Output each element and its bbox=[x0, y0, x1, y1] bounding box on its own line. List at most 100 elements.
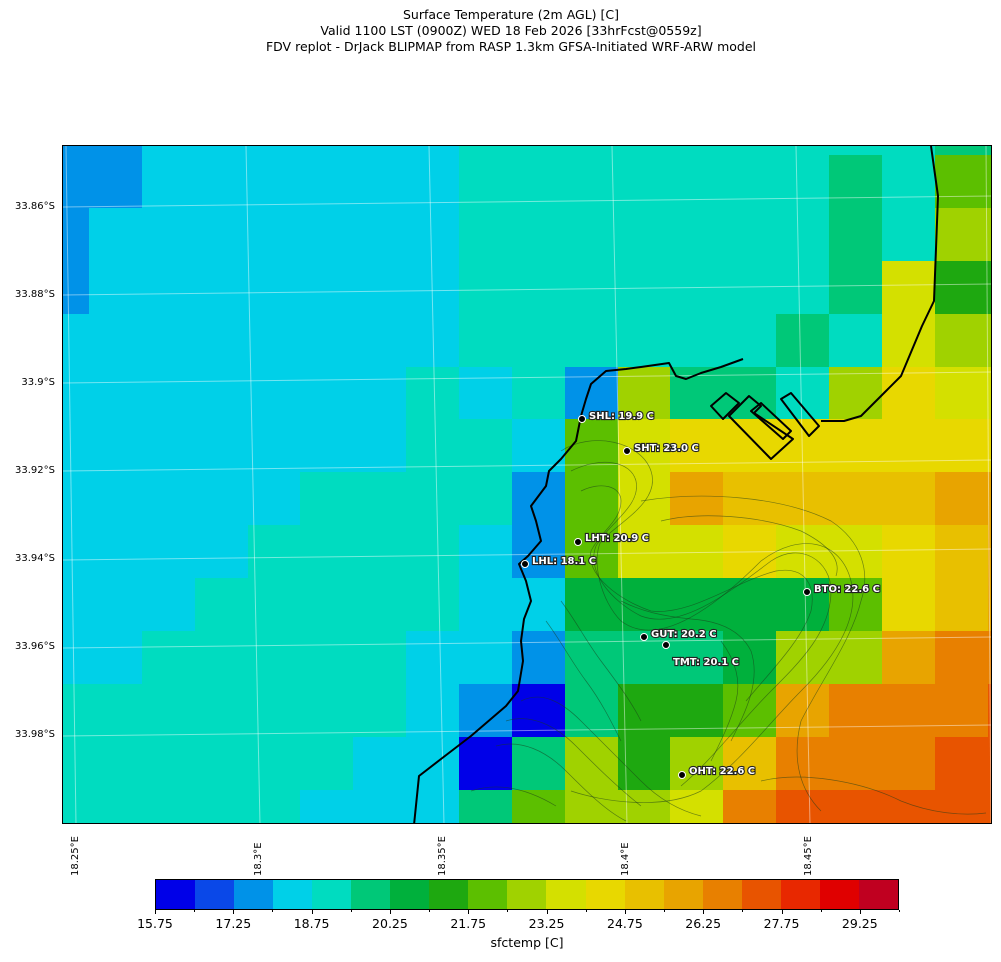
temperature-cell bbox=[723, 208, 777, 262]
temperature-cell bbox=[300, 578, 354, 632]
colorbar-tick-label: 21.75 bbox=[450, 916, 487, 931]
temperature-map[interactable]: SHL: 19.9 C SHT: 23.0 C LHT: 20.9 C LHL: 18… bbox=[62, 145, 992, 824]
temperature-cell bbox=[618, 790, 671, 823]
temperature-cell bbox=[935, 314, 989, 368]
station-lht[interactable]: LHT: 20.9 C bbox=[574, 532, 650, 546]
temperature-cell bbox=[406, 208, 460, 262]
temperature-cell bbox=[776, 367, 830, 420]
temperature-cell bbox=[142, 790, 196, 823]
temperature-cell bbox=[670, 314, 724, 368]
station-sht[interactable]: SHT: 23.0 C bbox=[623, 442, 700, 455]
temperature-cell bbox=[512, 146, 566, 156]
temperature-cell bbox=[459, 261, 513, 315]
temperature-cell bbox=[89, 208, 143, 262]
temperature-cell bbox=[829, 155, 883, 209]
temperature-cell bbox=[459, 155, 513, 209]
temperature-cell bbox=[353, 737, 407, 791]
temperature-cell bbox=[248, 314, 301, 368]
colorbar-segment bbox=[156, 880, 196, 909]
station-oht[interactable]: OHT: 22.6 C bbox=[678, 765, 756, 779]
weather-stations: SHL: 19.9 C SHT: 23.0 C LHT: 20.9 C LHL: 18… bbox=[521, 410, 881, 779]
temperature-cell bbox=[300, 367, 354, 420]
temperature-cell bbox=[935, 525, 989, 579]
station-shl[interactable]: SHL: 19.9 C bbox=[578, 410, 655, 423]
temperature-cell bbox=[89, 367, 143, 420]
temperature-cell bbox=[248, 208, 301, 262]
temperature-cell bbox=[63, 314, 90, 368]
colorbar-tick bbox=[585, 910, 587, 912]
temperature-cell bbox=[776, 684, 830, 738]
temperature-cell bbox=[89, 631, 143, 685]
temperature-cell bbox=[565, 155, 619, 209]
temperature-cell bbox=[63, 631, 90, 685]
station-label: BTO: 22.6 C bbox=[814, 584, 880, 595]
temperature-cell bbox=[406, 578, 460, 632]
temperature-cell bbox=[988, 208, 991, 262]
colorbar-tick bbox=[272, 910, 274, 912]
temperature-cell bbox=[512, 367, 566, 420]
temperature-cell bbox=[512, 208, 566, 262]
temperature-cell bbox=[142, 419, 196, 473]
longitude-tick-label: 18.4°E bbox=[620, 842, 631, 876]
temperature-cell bbox=[195, 631, 249, 685]
station-bto[interactable]: BTO: 22.6 C bbox=[803, 583, 881, 596]
colorbar-segment bbox=[312, 880, 352, 909]
temperature-cell bbox=[670, 419, 724, 473]
temperature-cell bbox=[459, 472, 513, 526]
colorbar-tick bbox=[507, 910, 509, 912]
temperature-cell bbox=[723, 419, 777, 473]
temperature-cell bbox=[618, 684, 671, 738]
colorbar-tick bbox=[781, 910, 783, 914]
station-label: LHT: 20.9 C bbox=[585, 533, 649, 544]
temperature-cell bbox=[935, 367, 989, 420]
temperature-cell bbox=[142, 155, 196, 209]
latitude-tick-label: 33.96°S bbox=[15, 641, 55, 652]
temperature-cell bbox=[195, 314, 249, 368]
temperature-cell bbox=[512, 155, 566, 209]
temperature-cell bbox=[829, 525, 883, 579]
temperature-cell bbox=[776, 261, 830, 315]
colorbar-segment bbox=[819, 880, 859, 909]
station-tmt[interactable]: TMT: 20.1 C bbox=[662, 641, 740, 669]
colorbar-tick-label: 18.75 bbox=[293, 916, 330, 931]
temperature-cell bbox=[776, 155, 830, 209]
colorbar bbox=[155, 879, 899, 910]
temperature-cell bbox=[618, 737, 671, 791]
temperature-cell bbox=[63, 261, 90, 315]
colorbar-tick-label: 23.25 bbox=[528, 916, 565, 931]
station-marker-icon bbox=[640, 633, 648, 641]
station-lhl[interactable]: LHL: 18.1 C bbox=[521, 555, 597, 568]
station-gut[interactable]: GUT: 20.2 C bbox=[640, 628, 718, 641]
station-label: SHL: 19.9 C bbox=[589, 411, 654, 422]
temperature-cell bbox=[353, 631, 407, 685]
temperature-cell bbox=[988, 578, 991, 632]
temperature-cell bbox=[670, 155, 724, 209]
latitude-tick-label: 33.94°S bbox=[15, 553, 55, 564]
colorbar-label: sfctemp [C] bbox=[490, 935, 564, 950]
colorbar-tick bbox=[155, 910, 156, 914]
temperature-cell bbox=[512, 578, 566, 632]
temperature-cell bbox=[353, 155, 407, 209]
temperature-cell bbox=[988, 367, 991, 420]
temperature-cell bbox=[670, 737, 724, 791]
temperature-cell bbox=[776, 146, 830, 156]
station-marker-icon bbox=[578, 415, 586, 423]
temperature-cell bbox=[829, 631, 883, 685]
temperature-cell bbox=[63, 419, 90, 473]
temperature-cell bbox=[300, 631, 354, 685]
colorbar-segment bbox=[234, 880, 274, 909]
colorbar-segment bbox=[390, 880, 430, 909]
temperature-cell bbox=[248, 525, 301, 579]
colorbar-tick bbox=[820, 910, 822, 912]
temperature-cell bbox=[406, 631, 460, 685]
temperature-cell bbox=[353, 367, 407, 420]
colorbar-segment bbox=[585, 880, 625, 909]
station-label: GUT: 20.2 C bbox=[651, 629, 717, 640]
station-marker-icon bbox=[662, 641, 670, 649]
latitude-tick-label: 33.86°S bbox=[15, 201, 55, 212]
temperature-cell bbox=[63, 146, 90, 156]
temperature-cell bbox=[829, 790, 883, 823]
temperature-cell bbox=[353, 472, 407, 526]
station-label: LHL: 18.1 C bbox=[532, 556, 596, 567]
colorbar-tick-label: 29.25 bbox=[841, 916, 878, 931]
